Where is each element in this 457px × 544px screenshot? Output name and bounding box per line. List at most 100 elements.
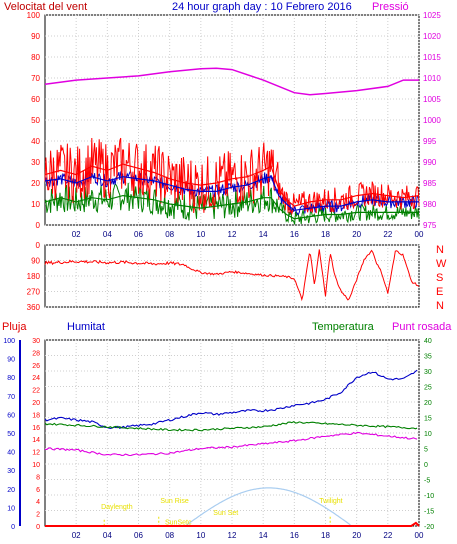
- tick-label: 4: [36, 499, 40, 506]
- panel-wind-left-axis: 0 10 20 30 40 50 60 70 80 90 100: [27, 11, 41, 230]
- panel-direction-series: [44, 249, 420, 302]
- compass-label: W: [436, 258, 447, 270]
- panel-wind-right-axis: 975 980 985 990 995 1000 1005 1010 1015 1020 1025: [423, 11, 441, 230]
- tick-label: 80: [31, 53, 40, 62]
- tick-label: 360: [27, 303, 41, 312]
- series-red-gust-trace: [44, 137, 420, 216]
- panel-wind-series: [44, 67, 420, 220]
- tick-label: 270: [27, 288, 41, 297]
- tick-label: 20: [7, 487, 15, 494]
- tick-label: 1010: [423, 74, 441, 83]
- tick-label: 990: [423, 158, 437, 167]
- tick-label: 14: [32, 437, 40, 444]
- humidity-label: Humitat: [67, 321, 105, 333]
- compass-label: N: [436, 244, 444, 256]
- tick-label: 1005: [423, 95, 441, 104]
- time-tick-label: 04: [103, 531, 112, 540]
- tick-label: 1025: [423, 11, 441, 20]
- panel-humidity-time-axis: 02 04 06 08 10 12 14 16 18 20 22 00: [72, 531, 424, 540]
- tick-label: 975: [423, 221, 437, 230]
- tick-label: 16: [32, 425, 40, 432]
- time-tick-label: 14: [259, 531, 268, 540]
- tick-label: 1015: [423, 53, 441, 62]
- panel-humidity-grid: [45, 339, 420, 527]
- panel-humidity-axis: 0 10 20 30 40 50 60 70 80 90 100: [3, 338, 21, 531]
- time-tick-label: 16: [290, 230, 299, 239]
- compass-label: E: [436, 286, 443, 298]
- tick-label: 20: [424, 400, 432, 407]
- tick-label: 20: [32, 400, 40, 407]
- temperature-label: Temperatura: [312, 321, 375, 333]
- time-tick-label: 04: [103, 230, 112, 239]
- tick-label: 30: [31, 158, 40, 167]
- tick-label: 10: [424, 431, 432, 438]
- sun-arc-line: [184, 487, 351, 527]
- tick-label: 180: [27, 272, 41, 281]
- panel-humidity-series: [44, 369, 420, 527]
- time-tick-label: 00: [415, 531, 424, 540]
- tick-label: -20: [424, 524, 434, 531]
- tick-label: 980: [423, 200, 437, 209]
- panel-wind-time-axis: 02 04 06 08 10 12 14 16 18 20 22 00: [72, 230, 424, 239]
- tick-label: 1000: [423, 116, 441, 125]
- tick-label: 10: [31, 200, 40, 209]
- tick-label: 100: [27, 11, 41, 20]
- tick-label: 70: [31, 74, 40, 83]
- tick-label: 40: [31, 137, 40, 146]
- time-tick-label: 06: [134, 531, 143, 540]
- pressure-label: Pressió: [372, 1, 409, 13]
- tick-label: 8: [36, 474, 40, 481]
- tick-label: 10: [7, 505, 15, 512]
- tick-label: 90: [7, 357, 15, 364]
- tick-label: 0: [36, 241, 41, 250]
- sun-annotation: Sun Set: [213, 510, 238, 517]
- tick-label: 24: [32, 375, 40, 382]
- tick-label: 100: [3, 338, 15, 345]
- tick-label: 70: [7, 394, 15, 401]
- tick-label: 35: [424, 354, 432, 361]
- compass-label: N: [436, 300, 444, 312]
- tick-label: 25: [424, 385, 432, 392]
- dewpoint-label: Punt rosada: [392, 321, 452, 333]
- tick-label: 0: [424, 462, 428, 469]
- time-tick-label: 08: [165, 531, 174, 540]
- panel-direction-grid: [45, 244, 420, 308]
- series-red-line: [44, 163, 420, 207]
- series-magenta-line: [44, 67, 419, 96]
- series-green-gust-trace: [44, 182, 420, 225]
- time-tick-label: 02: [72, 531, 81, 540]
- wind-speed-label: Velocitat del vent: [4, 1, 87, 13]
- wind-direction-line: [44, 249, 420, 302]
- time-tick-label: 18: [321, 531, 330, 540]
- time-tick-label: 16: [290, 531, 299, 540]
- tick-label: 10: [32, 462, 40, 469]
- sun-annotation: Daylength: [101, 504, 133, 511]
- chart-title: 24 hour graph day : 10 Febrero 2016: [172, 1, 352, 13]
- tick-label: 995: [423, 137, 437, 146]
- time-tick-label: 22: [383, 230, 392, 239]
- rain-label: Pluja: [2, 321, 27, 333]
- tick-label: 90: [31, 257, 40, 266]
- time-tick-label: 12: [228, 230, 237, 239]
- tick-label: 0: [36, 524, 40, 531]
- tick-label: 50: [7, 431, 15, 438]
- compass-label: S: [436, 272, 443, 284]
- tick-label: -5: [424, 478, 430, 485]
- tick-label: 28: [32, 350, 40, 357]
- time-tick-label: 14: [259, 230, 268, 239]
- tick-label: 22: [32, 388, 40, 395]
- tick-label: 2: [36, 512, 40, 519]
- sun-annotation: Sun Rise: [160, 498, 189, 505]
- series-green-line: [44, 194, 419, 220]
- panel-direction-left-axis: 0 90 180 270 360: [27, 241, 41, 312]
- tick-label: 30: [424, 369, 432, 376]
- time-tick-label: 10: [196, 531, 205, 540]
- time-tick-label: 00: [415, 230, 424, 239]
- time-tick-label: 06: [134, 230, 143, 239]
- tick-label: 40: [424, 338, 432, 345]
- tick-label: -15: [424, 509, 434, 516]
- sun-elevation-curve: [103, 487, 351, 527]
- tick-label: 30: [7, 468, 15, 475]
